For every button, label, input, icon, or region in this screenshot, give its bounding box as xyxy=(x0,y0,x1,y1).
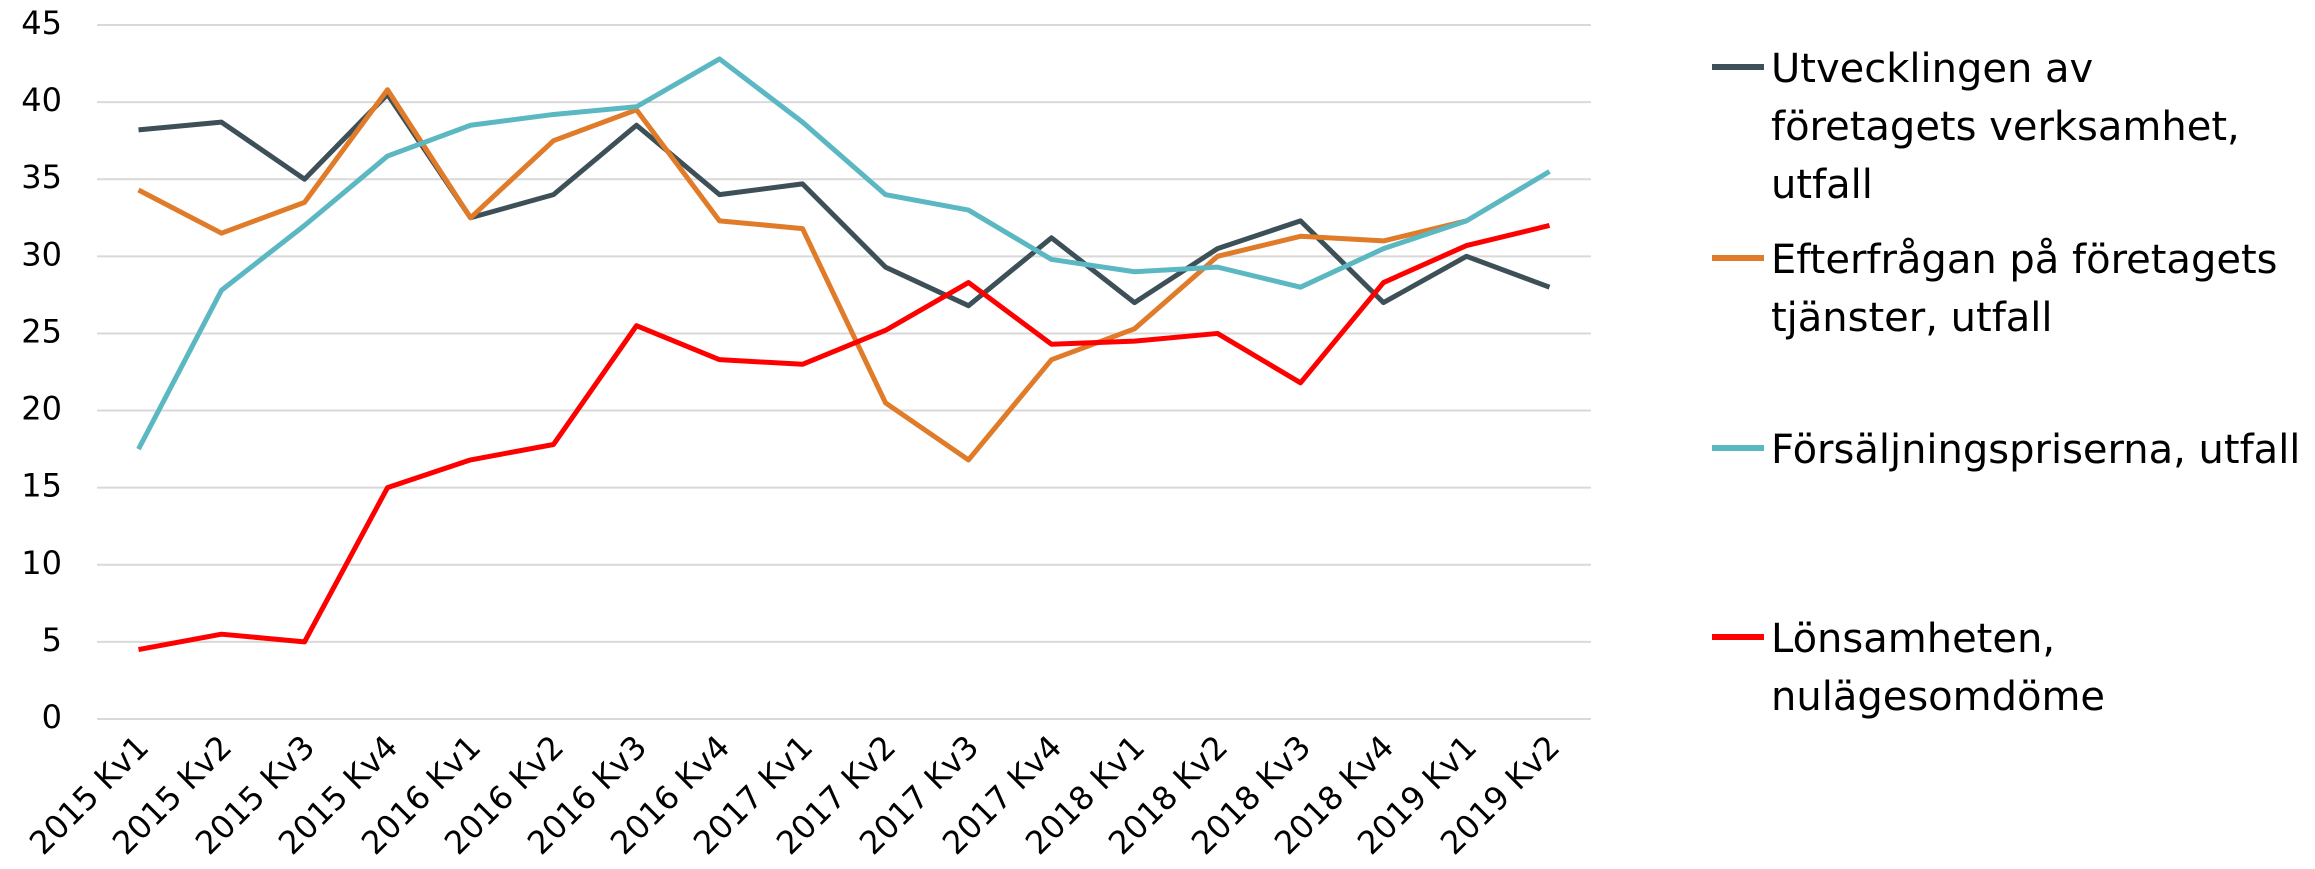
y-tick-label: 5 xyxy=(42,621,62,659)
legend-label: Efterfrågan på företagets tjänster, utfa… xyxy=(1771,237,2278,341)
line xyxy=(138,223,1551,653)
line xyxy=(137,87,1468,463)
legend-label: Lönsamheten, nulägesomdöme xyxy=(1771,616,2106,720)
legend-swatch xyxy=(1712,634,1764,640)
y-tick-label: 35 xyxy=(21,158,62,196)
line xyxy=(138,91,1551,309)
y-tick-label: 40 xyxy=(21,81,62,119)
y-tick-label: 0 xyxy=(42,698,62,736)
legend-swatch xyxy=(1712,64,1764,70)
legend-swatch xyxy=(1712,445,1764,451)
legend-label: Försäljningspriserna, utfall xyxy=(1771,427,2301,473)
legend-swatch xyxy=(1712,255,1764,261)
y-tick-label: 30 xyxy=(21,235,62,273)
y-tick-label: 10 xyxy=(21,544,62,582)
y-tick-label: 20 xyxy=(21,390,62,428)
line xyxy=(136,56,1551,451)
y-tick-label: 25 xyxy=(21,312,62,350)
y-tick-label: 45 xyxy=(21,4,62,42)
legend-label: Utvecklingen av företagets verksamhet, u… xyxy=(1771,46,2240,208)
y-tick-label: 15 xyxy=(21,467,62,505)
